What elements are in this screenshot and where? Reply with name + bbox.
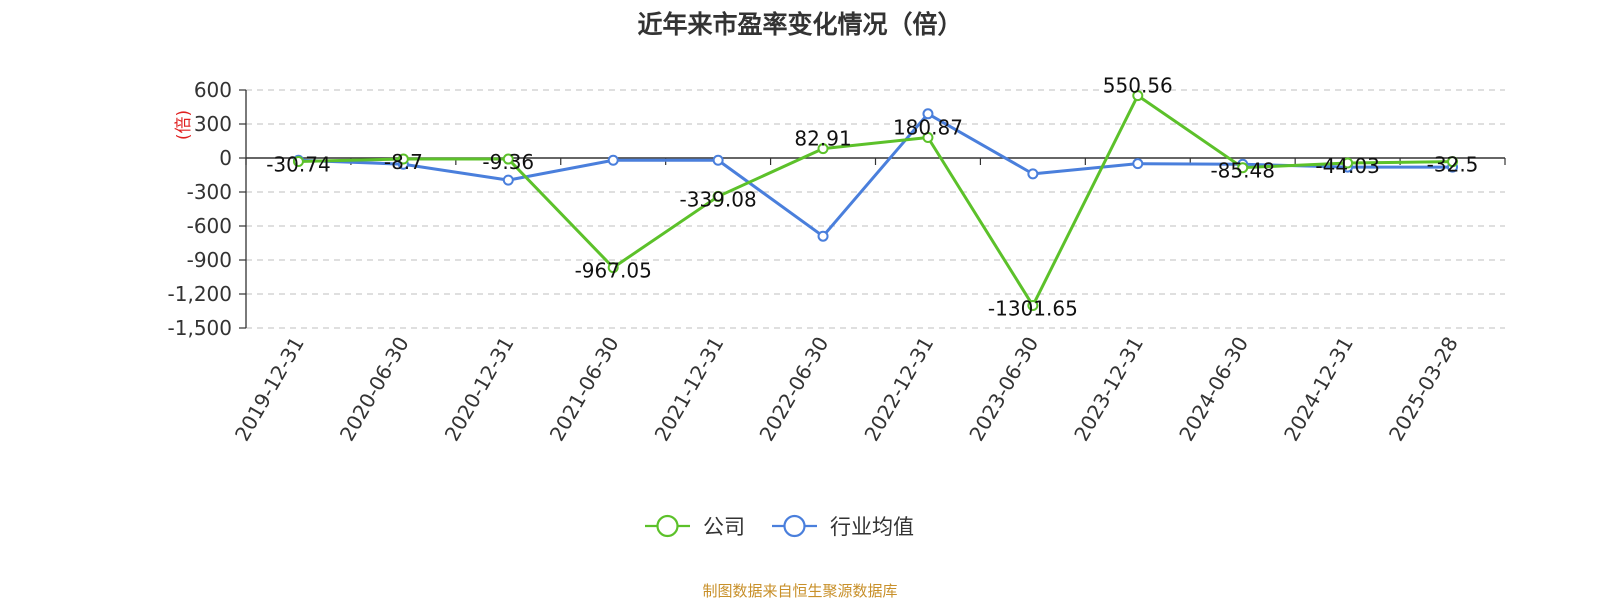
- x-axis: 2019-12-31 2020-06-30 2020-12-31 2021-06-30…: [230, 157, 1506, 446]
- series-point-0[interactable]: [1027, 300, 1039, 312]
- series-point-1[interactable]: [502, 174, 514, 186]
- data-label: 82.91: [794, 127, 851, 151]
- series-point-0[interactable]: [712, 190, 724, 202]
- series-point-1[interactable]: [712, 154, 724, 166]
- y-axis-unit-label: (倍): [174, 110, 194, 140]
- series-point-1[interactable]: [922, 108, 934, 120]
- series-point-0[interactable]: [922, 132, 934, 144]
- x-tick-label: 2020-06-30: [335, 333, 414, 446]
- data-label: 180.87: [893, 116, 963, 140]
- y-tick-label: -300: [187, 180, 232, 204]
- y-tick-label: -1,200: [168, 282, 232, 306]
- data-label: -85.48: [1210, 159, 1274, 183]
- x-tick-label: 2025-03-28: [1384, 333, 1463, 446]
- data-label: -8.7: [384, 150, 423, 174]
- x-tick-label: 2024-06-30: [1174, 333, 1253, 446]
- legend-label-1[interactable]: 行业均值: [830, 515, 914, 539]
- grid-lines: [246, 89, 1505, 329]
- series-point-0[interactable]: [607, 262, 619, 274]
- series-point-1[interactable]: [1027, 168, 1039, 180]
- x-tick-label: 2023-12-31: [1069, 333, 1148, 446]
- x-tick-label: 2024-12-31: [1279, 333, 1358, 446]
- x-tick-label: 2021-06-30: [545, 333, 624, 446]
- series-point-0[interactable]: [502, 153, 514, 165]
- legend-marker-1[interactable]: [783, 514, 806, 538]
- x-tick-label: 2023-06-30: [964, 333, 1043, 446]
- data-labels: -30.74 -8.7 -9.36 -967.05 -339.08 82.91 180.87…: [266, 74, 1478, 321]
- data-label: -339.08: [680, 187, 757, 211]
- data-label: -32.5: [1427, 153, 1479, 177]
- legend-marker-0[interactable]: [656, 514, 679, 538]
- series-layer: [292, 90, 1459, 312]
- data-label: -967.05: [575, 259, 652, 283]
- source-note: 制图数据来自恒生聚源数据库: [702, 582, 897, 600]
- chart-title: 近年来市盈率变化情况（倍）: [637, 10, 962, 39]
- x-tick-label: 2022-06-30: [754, 333, 833, 446]
- series-point-0[interactable]: [817, 143, 829, 155]
- y-axis: 600 300 0 -300 -600 -900 -1,200 -1,500: [168, 78, 247, 340]
- data-label: 550.56: [1103, 74, 1173, 98]
- data-label: -9.36: [482, 150, 534, 174]
- series-point-1[interactable]: [817, 230, 829, 242]
- series-point-1[interactable]: [607, 154, 619, 166]
- data-label: -30.74: [266, 152, 330, 176]
- series-point-0[interactable]: [1237, 162, 1249, 174]
- y-tick-label: 600: [194, 78, 232, 102]
- x-tick-label: 2022-12-31: [859, 332, 938, 445]
- legend[interactable]: 公司 行业均值: [645, 514, 914, 539]
- series-point-1[interactable]: [1132, 158, 1144, 170]
- series-point-0[interactable]: [397, 153, 409, 165]
- series-point-0[interactable]: [292, 155, 304, 167]
- series-point-0[interactable]: [1447, 156, 1459, 168]
- series-line-0: [298, 94, 1453, 308]
- data-label: -44.03: [1315, 154, 1379, 178]
- y-tick-label: -900: [187, 248, 232, 272]
- y-tick-label: 0: [219, 146, 232, 170]
- series-line-1: [298, 112, 1453, 238]
- y-tick-label: -1,500: [168, 316, 232, 340]
- series-point-0[interactable]: [1342, 157, 1354, 169]
- y-tick-label: -600: [187, 214, 232, 238]
- y-tick-label: 300: [194, 112, 232, 136]
- series-point-0[interactable]: [1132, 90, 1144, 102]
- legend-label-0[interactable]: 公司: [703, 515, 745, 539]
- data-label: -1301.65: [988, 297, 1078, 321]
- x-tick-label: 2020-12-31: [440, 333, 519, 446]
- x-tick-label: 2019-12-31: [230, 333, 309, 446]
- x-tick-label: 2021-12-31: [650, 333, 729, 446]
